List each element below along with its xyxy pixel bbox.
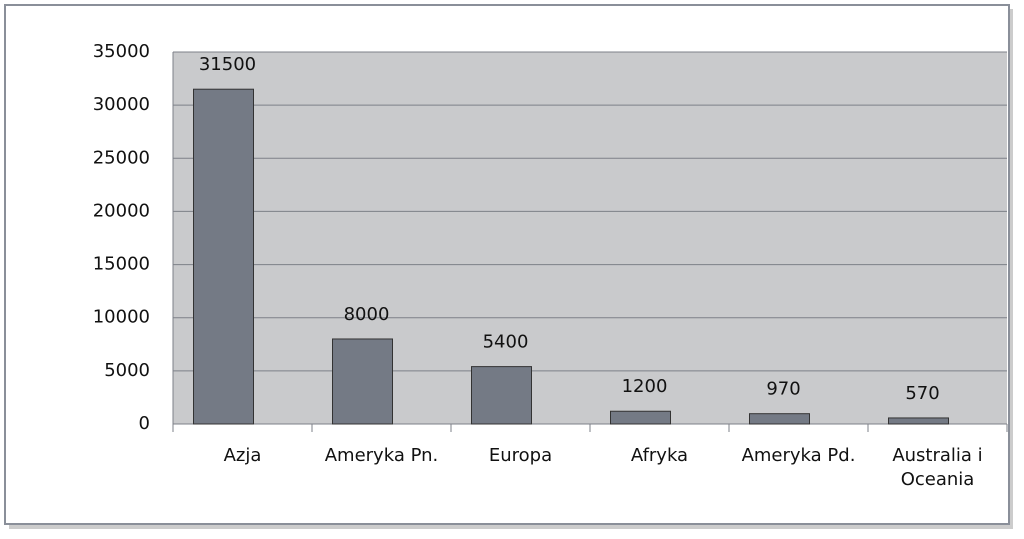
value-label: 570 (905, 383, 939, 404)
bar (610, 410, 671, 425)
bar (471, 366, 532, 425)
x-tick-label: Europa (488, 445, 553, 466)
y-tick-label: 20000 (93, 200, 150, 221)
y-tick-label: 5000 (104, 360, 150, 381)
y-tick-label: 35000 (93, 41, 150, 62)
bar (332, 338, 393, 425)
y-tick-label: 25000 (93, 147, 150, 168)
value-label: 8000 (344, 304, 390, 325)
x-tick-label: Australia i Oceania (892, 445, 983, 490)
y-tick-label: 0 (139, 413, 150, 434)
y-tick-label: 10000 (93, 307, 150, 328)
value-label: 1200 (622, 376, 668, 397)
value-label: 5400 (483, 332, 529, 353)
x-tick-label: Ameryka Pd. (741, 445, 856, 466)
plot-area (173, 52, 1007, 424)
bar (749, 413, 810, 425)
x-tick-label: Afryka (630, 445, 689, 466)
value-label: 31500 (199, 54, 256, 75)
x-tick-label: Azja (223, 445, 262, 466)
y-tick-label: 15000 (93, 254, 150, 275)
bar (193, 88, 254, 425)
x-tick-label: Ameryka Pn. (324, 445, 439, 466)
y-tick-label: 30000 (93, 94, 150, 115)
bar (888, 417, 949, 425)
value-label: 970 (766, 379, 800, 400)
